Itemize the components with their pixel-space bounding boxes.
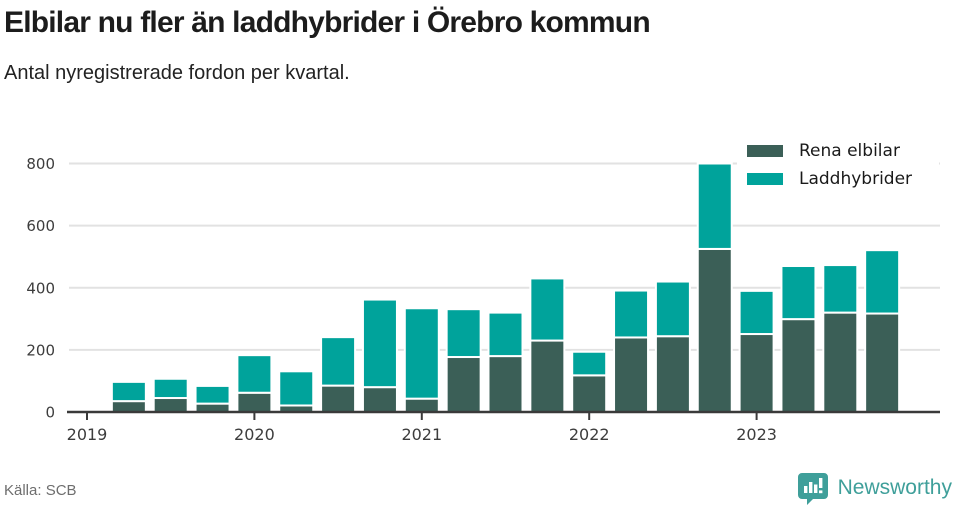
- legend-swatch-rena-elbilar: [747, 145, 783, 157]
- bar-segment-rena-elbilar: [529, 339, 566, 413]
- bar-segment-rena-elbilar: [445, 356, 482, 414]
- source-attribution: Källa: SCB: [4, 482, 77, 499]
- bar-segment-laddhybrider: [864, 249, 901, 315]
- bar-segment-rena-elbilar: [236, 391, 273, 413]
- y-axis-label: 0: [45, 404, 55, 422]
- bar-segment-laddhybrider: [445, 308, 482, 359]
- bar-segment-laddhybrider: [822, 264, 859, 314]
- bar-segment-laddhybrider: [571, 350, 608, 377]
- bar-segment-laddhybrider: [780, 265, 817, 321]
- legend-label: Laddhybrider: [799, 169, 913, 189]
- page-title: Elbilar nu fler än laddhybrider i Örebro…: [4, 6, 651, 39]
- chart-legend: Rena elbilar Laddhybrider: [737, 137, 939, 193]
- x-axis-label: 2020: [234, 425, 275, 444]
- bar-segment-rena-elbilar: [403, 397, 440, 414]
- bar-segment-rena-elbilar: [654, 335, 691, 413]
- newsworthy-brand-link[interactable]: Newsworthy: [797, 470, 952, 505]
- bar-segment-rena-elbilar: [864, 312, 901, 413]
- bar-segment-rena-elbilar: [738, 333, 775, 413]
- y-axis-label: 200: [26, 341, 55, 359]
- bar-segment-laddhybrider: [361, 298, 398, 389]
- bar-segment-rena-elbilar: [822, 311, 859, 414]
- bar-segment-rena-elbilar: [780, 318, 817, 414]
- legend-label: Rena elbilar: [799, 141, 900, 161]
- bar-segment-laddhybrider: [110, 380, 147, 403]
- legend-swatch-laddhybrider: [747, 173, 783, 185]
- bar-segment-rena-elbilar: [152, 397, 189, 414]
- bar-segment-laddhybrider: [194, 384, 231, 405]
- x-axis-label: 2019: [67, 425, 108, 444]
- bar-segment-laddhybrider: [403, 307, 440, 400]
- bar-segment-laddhybrider: [320, 336, 357, 387]
- y-axis-label: 600: [26, 217, 55, 235]
- newsworthy-brand-text: Newsworthy: [837, 475, 952, 499]
- bar-segment-rena-elbilar: [320, 384, 357, 413]
- x-axis-label: 2022: [569, 425, 610, 444]
- bar-segment-laddhybrider: [654, 280, 691, 338]
- bar-segment-laddhybrider: [152, 377, 189, 400]
- y-axis-label: 800: [26, 155, 55, 173]
- bar-segment-rena-elbilar: [110, 400, 147, 413]
- legend-item-laddhybrider: Laddhybrider: [737, 167, 939, 191]
- bar-segment-rena-elbilar: [361, 386, 398, 413]
- legend-item-rena-elbilar: Rena elbilar: [737, 139, 939, 163]
- bar-segment-laddhybrider: [696, 162, 733, 250]
- bar-segment-laddhybrider: [278, 370, 315, 407]
- x-axis-label: 2021: [401, 425, 442, 444]
- bar-segment-laddhybrider: [613, 289, 650, 339]
- bar-segment-rena-elbilar: [571, 374, 608, 414]
- bar-segment-rena-elbilar: [194, 402, 231, 414]
- newsworthy-logo-icon: [797, 473, 828, 505]
- page-subtitle: Antal nyregistrerade fordon per kvartal.: [4, 62, 350, 84]
- bar-segment-rena-elbilar: [487, 355, 524, 413]
- stacked-bar-chart: 2019 2020 2021 2022 2023 0 200 400 600 800: [26, 155, 940, 444]
- bar-segment-rena-elbilar: [613, 336, 650, 414]
- x-axis-label: 2023: [736, 425, 777, 444]
- bar-segment-laddhybrider: [529, 277, 566, 342]
- bar-segment-laddhybrider: [487, 311, 524, 358]
- bar-segment-laddhybrider: [738, 289, 775, 336]
- bar-segment-rena-elbilar: [696, 247, 733, 413]
- y-axis-label: 400: [26, 279, 55, 297]
- bar-segment-laddhybrider: [236, 354, 273, 394]
